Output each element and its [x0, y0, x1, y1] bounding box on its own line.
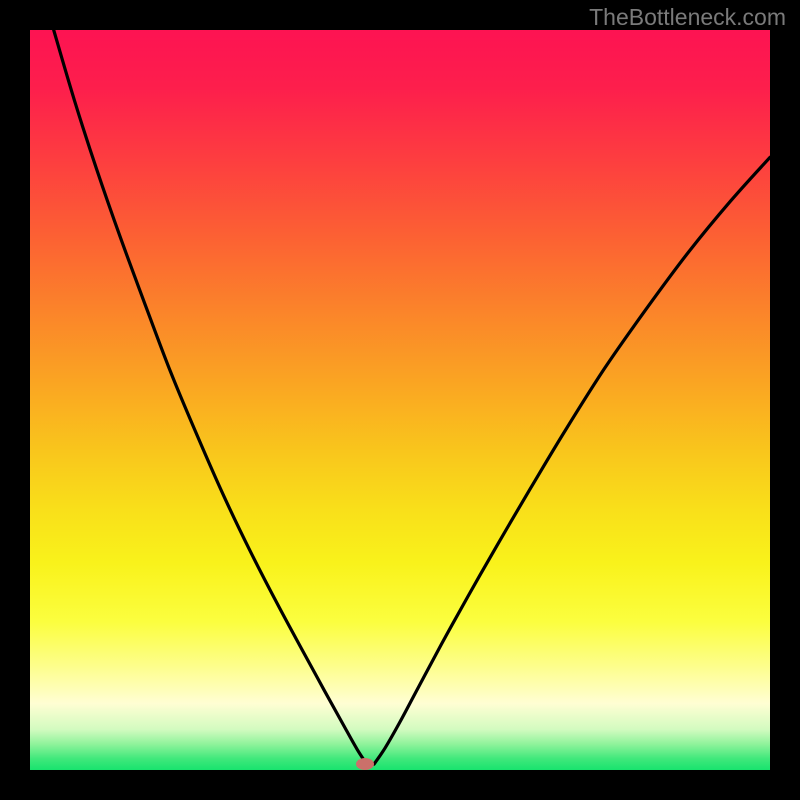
- plot-background: [30, 30, 770, 770]
- chart-container: TheBottleneck.com: [0, 0, 800, 800]
- minimum-marker: [356, 758, 374, 770]
- watermark-text: TheBottleneck.com: [589, 4, 786, 31]
- bottleneck-chart: [0, 0, 800, 800]
